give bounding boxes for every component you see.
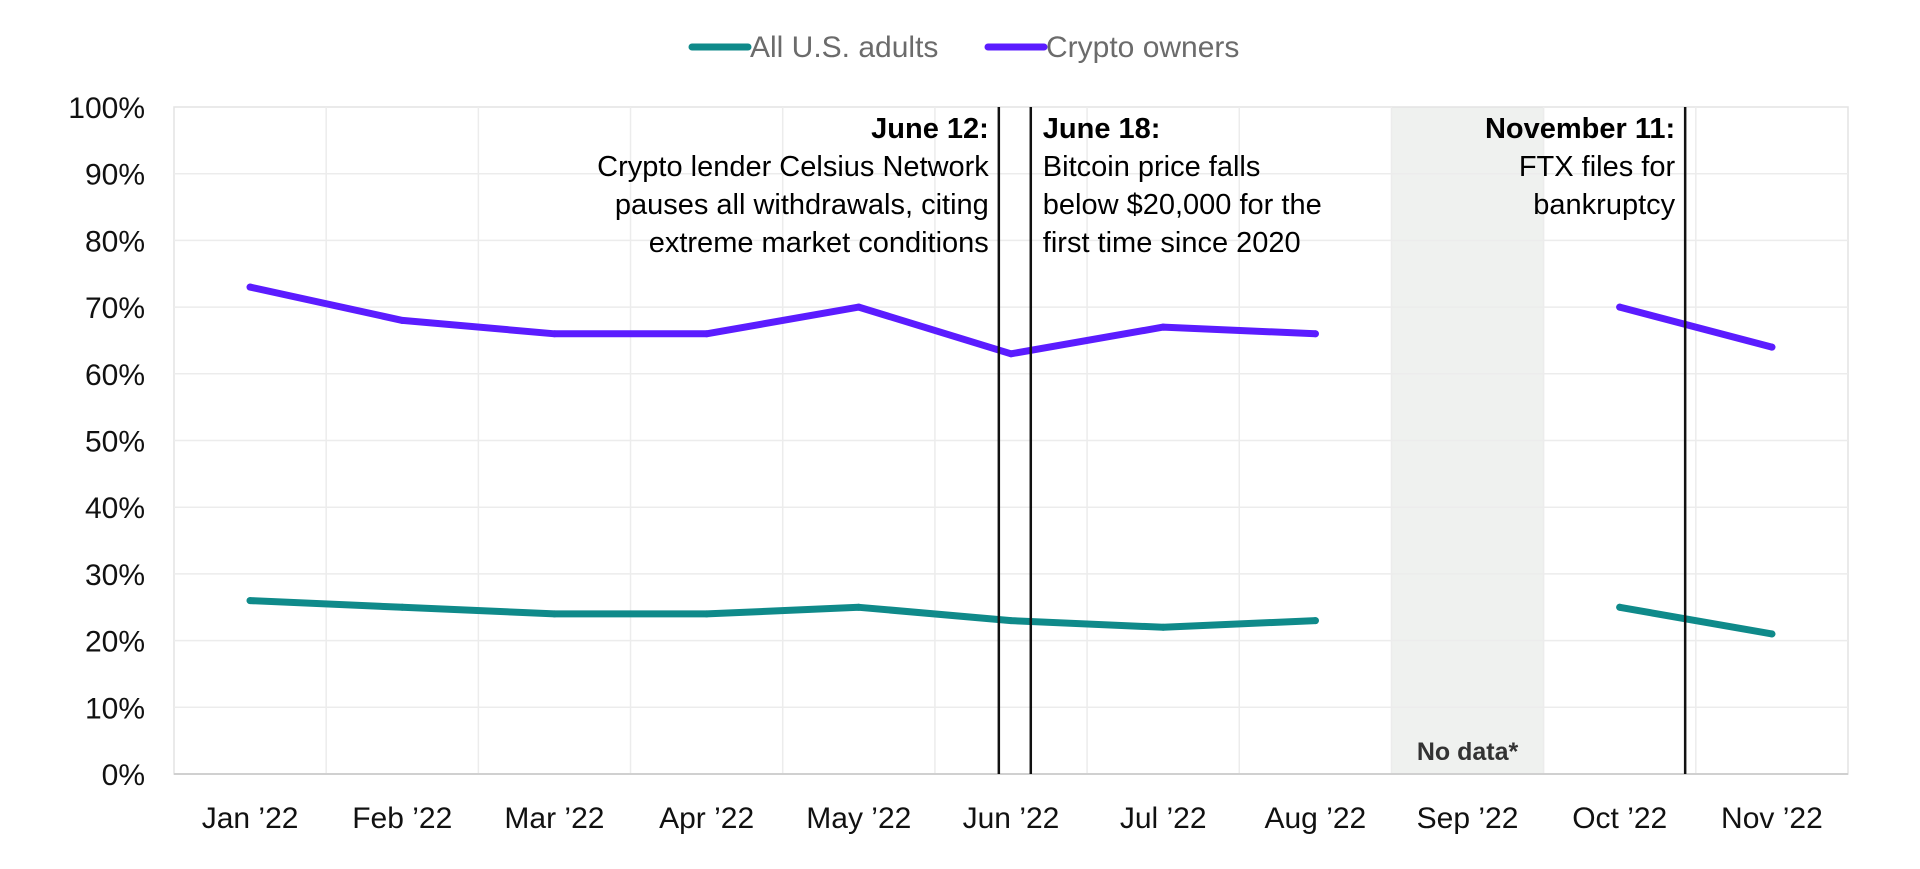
data-point	[550, 610, 558, 618]
data-point	[855, 303, 863, 311]
data-point	[398, 316, 406, 324]
y-tick-label: 30%	[85, 559, 145, 592]
no-data-label: No data*	[1417, 738, 1519, 766]
series-lines	[246, 283, 1776, 638]
y-tick-label: 90%	[85, 159, 145, 192]
annotations: June 12: Crypto lender Celsius Network pau…	[597, 107, 1687, 774]
x-tick-label: Aug ’22	[1264, 802, 1366, 835]
y-tick-label: 60%	[85, 359, 145, 392]
y-tick-label: 40%	[85, 492, 145, 525]
data-point	[703, 610, 711, 618]
data-point	[1616, 303, 1624, 311]
x-axis: Jan ’22 Feb ’22 Mar ’22 Apr ’22 May ’22 Jun ’…	[202, 802, 1823, 835]
series-line-0	[1616, 603, 1776, 638]
x-tick-label: Feb ’22	[352, 802, 452, 835]
series-line-0	[246, 597, 1319, 631]
x-tick-label: Mar ’22	[504, 802, 604, 835]
y-tick-label: 70%	[85, 292, 145, 325]
data-point	[1311, 617, 1319, 625]
annotation-text: bankruptcy	[1533, 189, 1675, 221]
x-tick-label: Jun ’22	[963, 802, 1060, 835]
y-axis: 0% 10% 20% 30% 40% 50% 60% 70% 80% 90% 100%	[68, 92, 145, 792]
data-point	[1616, 603, 1624, 611]
data-point	[1768, 630, 1776, 638]
x-tick-label: Jul ’22	[1120, 802, 1207, 835]
annotation-title: November 11:	[1485, 113, 1675, 145]
data-point	[550, 330, 558, 338]
data-point	[855, 603, 863, 611]
data-point	[1159, 323, 1167, 331]
annotation-text: extreme market conditions	[649, 227, 989, 259]
series-line-1	[1616, 303, 1776, 351]
annotation-text: Bitcoin price falls	[1043, 151, 1261, 183]
annotation-text: below $20,000 for the	[1043, 189, 1322, 221]
x-tick-label: Oct ’22	[1572, 802, 1667, 835]
y-tick-label: 80%	[85, 225, 145, 258]
data-point	[246, 597, 254, 605]
data-point	[1768, 343, 1776, 351]
series-line-1	[246, 283, 1319, 358]
y-tick-label: 20%	[85, 626, 145, 659]
x-tick-label: Apr ’22	[659, 802, 754, 835]
y-tick-label: 10%	[85, 692, 145, 725]
x-tick-label: May ’22	[806, 802, 911, 835]
grid	[173, 106, 1849, 775]
annotation-title: June 12:	[871, 113, 989, 145]
annotation-text: Crypto lender Celsius Network	[597, 151, 989, 183]
data-point	[703, 330, 711, 338]
y-tick-label: 0%	[102, 759, 145, 792]
x-tick-label: Nov ’22	[1721, 802, 1823, 835]
data-point	[246, 283, 254, 291]
x-tick-label: Sep ’22	[1417, 802, 1519, 835]
annotation-text: FTX files for	[1519, 151, 1676, 183]
annotation-text: pauses all withdrawals, citing	[615, 189, 989, 221]
legend-label: Crypto owners	[1046, 31, 1239, 64]
legend: All U.S. adults Crypto owners	[688, 31, 1239, 64]
y-tick-label: 100%	[68, 92, 145, 125]
data-point	[1311, 330, 1319, 338]
annotation-title: June 18:	[1043, 113, 1161, 145]
data-point	[1159, 623, 1167, 631]
x-tick-label: Jan ’22	[202, 802, 299, 835]
y-tick-label: 50%	[85, 426, 145, 459]
data-point	[1007, 617, 1015, 625]
annotation-text: first time since 2020	[1043, 227, 1301, 259]
data-point	[398, 603, 406, 611]
data-point	[1007, 350, 1015, 358]
legend-label: All U.S. adults	[750, 31, 938, 64]
